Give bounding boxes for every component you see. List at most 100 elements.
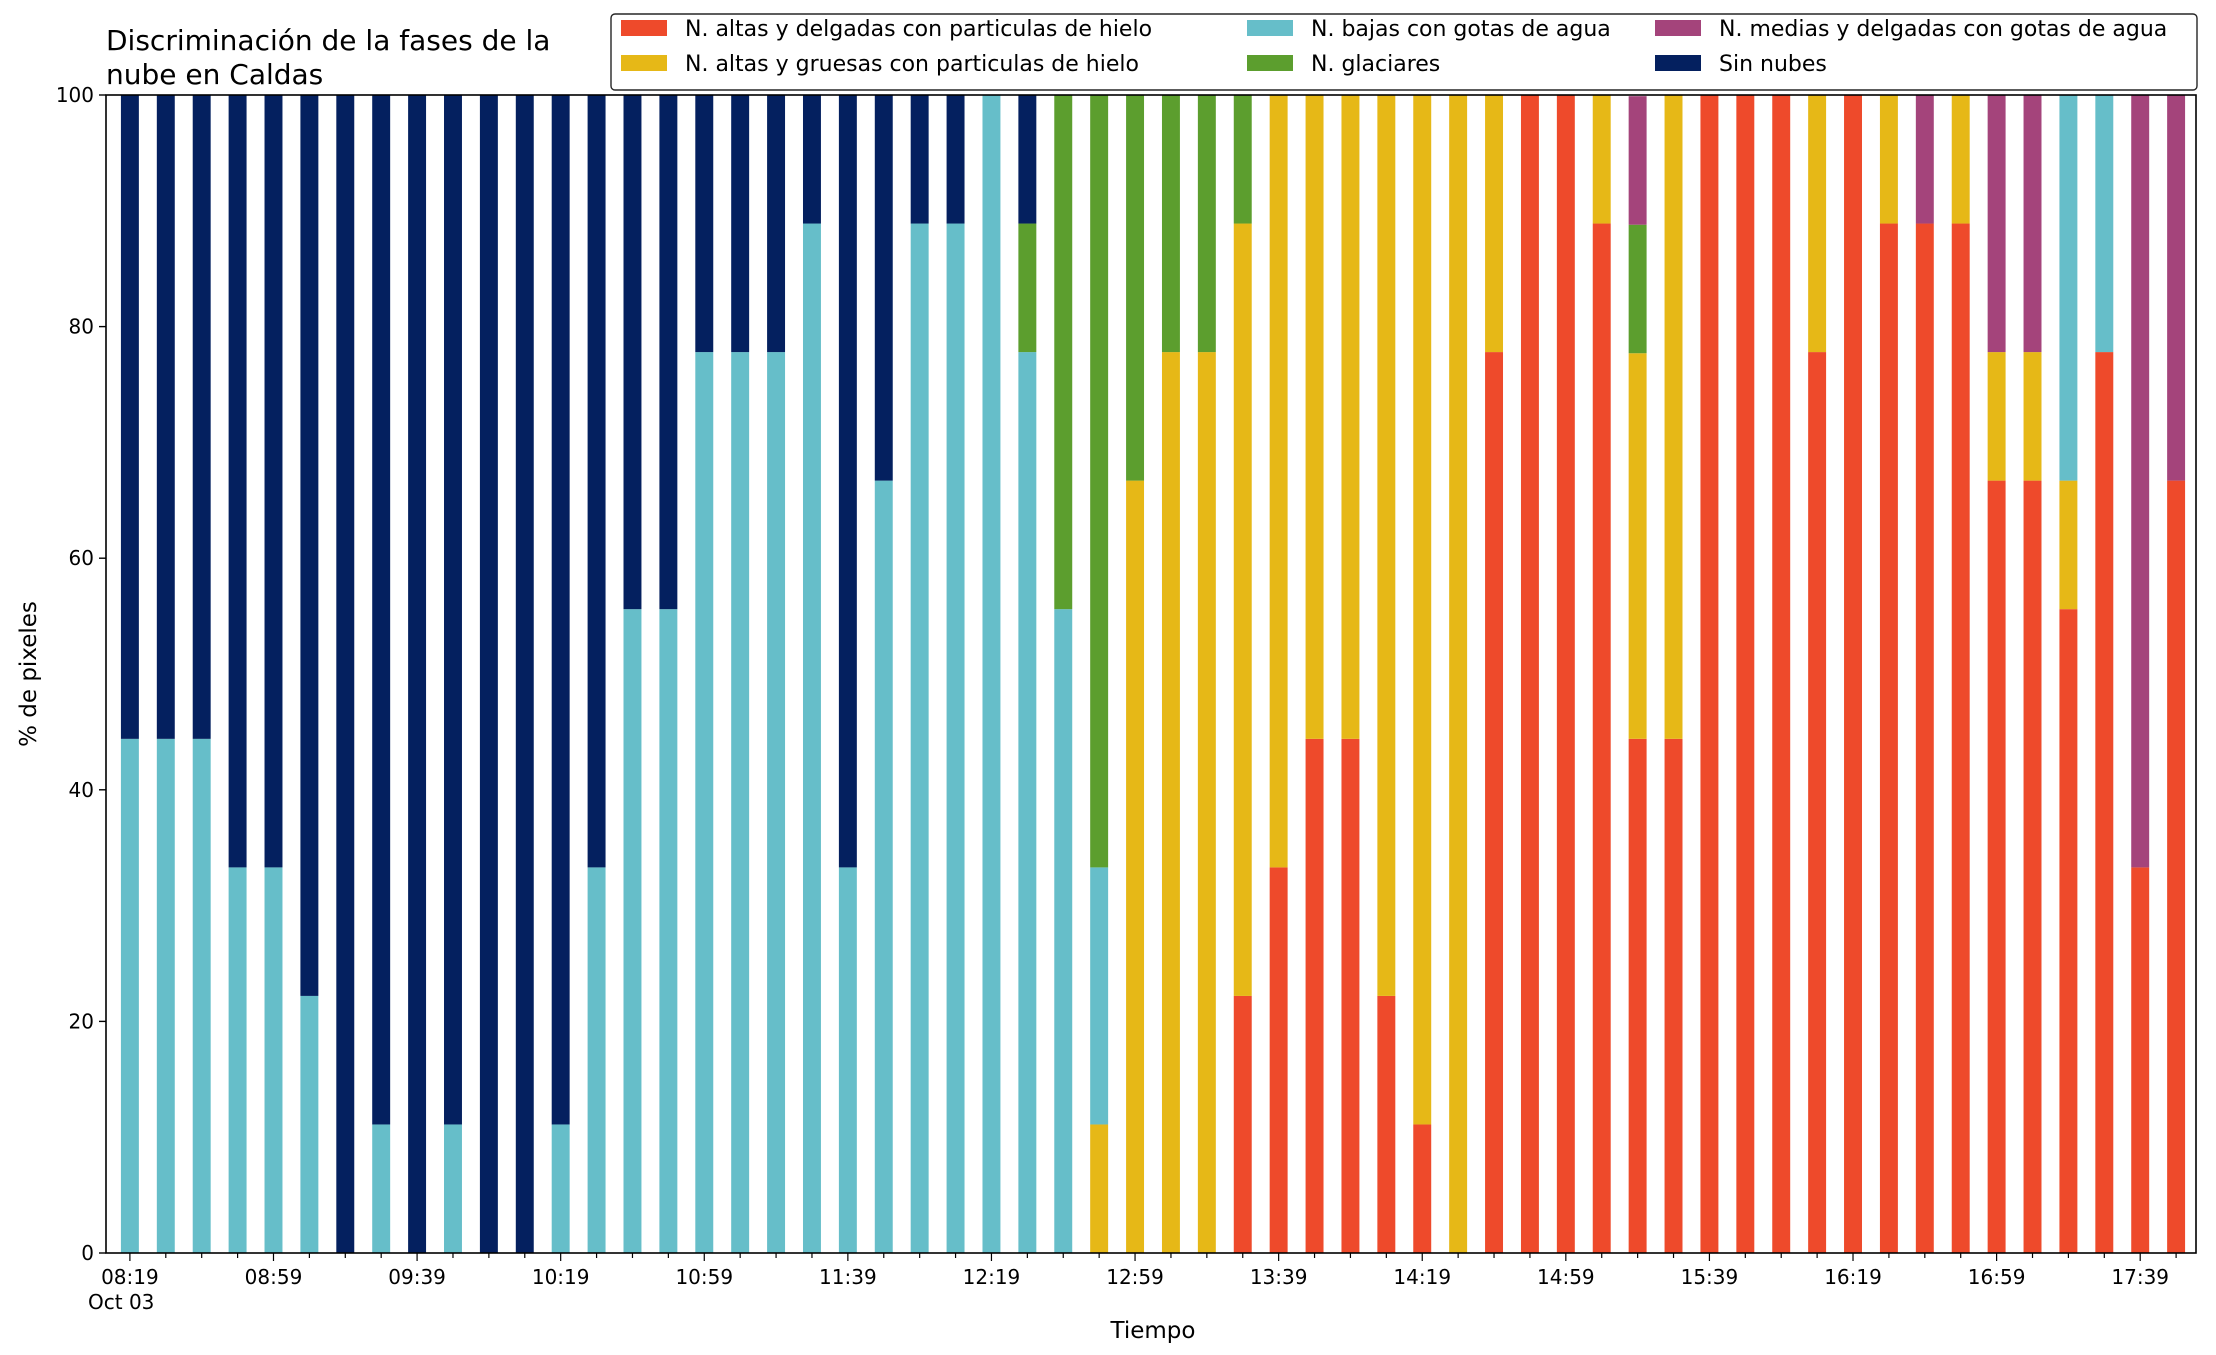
bar-segment-5-19 [802,95,821,224]
bar-segment-5-13 [587,95,606,868]
bar-segment-0-47 [1808,352,1827,1254]
y-tick-label: 100 [56,83,94,107]
y-tick-label: 20 [69,1009,94,1033]
bar-segment-0-51 [1951,223,1970,1253]
chart-title-line-2: nube en Caldas [106,58,323,91]
bar-segment-4-52 [1987,95,2006,353]
bar-segment-3-42 [1628,224,1647,354]
bar-segment-1-34 [1341,95,1360,739]
bar-segment-2-1 [156,738,175,1253]
bar-segment-5-9 [444,95,462,1125]
bar-segment-5-0 [120,95,139,739]
bar-segment-5-20 [838,95,857,868]
y-axis-label: % de pixeles [16,601,42,747]
bar-segment-0-32 [1269,867,1288,1253]
x-tick-label: 13:39 [1250,1265,1308,1289]
legend-swatch [621,20,667,36]
bar-segment-1-35 [1377,95,1396,996]
bar-segment-1-30 [1197,352,1216,1254]
bar-segment-1-29 [1161,352,1180,1254]
bar-segment-5-23 [946,95,965,224]
y-axis: 0 20 40 60 80 100 [56,83,106,1265]
bar-segment-5-12 [551,95,570,1125]
x-tick-label: 17:39 [2111,1265,2169,1289]
bar-segment-2-22 [910,223,929,1253]
bar-segment-0-57 [2167,480,2186,1253]
legend-label: N. altas y gruesas con particulas de hie… [685,52,1139,77]
x-tick-label: 15:39 [1681,1265,1739,1289]
bar-segment-0-56 [2131,867,2150,1253]
chart-title: Discriminación de la fases de la nube en… [106,24,550,91]
bar-segment-0-42 [1628,738,1647,1253]
bar-segment-1-52 [1987,352,2006,481]
bar-segment-5-5 [300,95,319,996]
bar-segment-5-25 [1018,95,1037,224]
bar-segment-5-2 [192,95,211,739]
bar-segment-1-32 [1269,95,1288,868]
bar-segment-2-2 [192,738,211,1253]
bar-segment-2-17 [731,352,750,1254]
x-tick-label: 09:39 [388,1265,446,1289]
bar-segment-5-8 [408,95,427,1253]
legend-label: N. glaciares [1311,52,1440,77]
x-axis-label: Tiempo [1110,1318,1196,1344]
bar-segment-2-25 [1018,352,1037,1254]
bar-segment-3-28 [1126,95,1145,481]
bar-segment-0-45 [1736,95,1755,1253]
bar-segment-5-7 [372,95,391,1125]
bar-segment-0-35 [1377,995,1396,1253]
x-tick-label: 16:59 [1968,1265,2026,1289]
bar-segment-2-20 [838,867,857,1253]
bar-segment-3-31 [1233,95,1252,224]
bar-segment-2-7 [372,1124,391,1253]
bar-segment-4-57 [2167,95,2186,481]
bar-segment-2-19 [802,223,821,1253]
bar-segment-0-49 [1879,223,1898,1253]
x-tick-label: 12:59 [1106,1265,1164,1289]
bar-segment-0-36 [1413,1124,1432,1253]
bar-segment-1-47 [1808,95,1827,353]
x-tick-sublabel: Oct 03 [88,1290,154,1314]
bar-segment-2-4 [264,867,283,1253]
legend-swatch [621,55,667,71]
bar-segment-0-52 [1987,480,2006,1253]
bar-segment-1-27 [1090,1124,1109,1253]
bar-segment-0-40 [1556,95,1575,1253]
bar-segment-2-26 [1054,609,1073,1253]
bar-segment-5-10 [479,95,498,1253]
y-tick-label: 0 [81,1241,94,1265]
bar-segment-2-0 [120,738,139,1253]
x-tick-label: 12:19 [963,1265,1021,1289]
bar-stacks [120,95,2186,1254]
bar-segment-0-38 [1485,352,1504,1254]
bar-segment-5-18 [767,95,786,353]
bar-segment-3-25 [1018,223,1037,353]
plot-frame [105,94,2197,1254]
bar-segment-0-44 [1700,95,1719,1253]
bar-segment-0-54 [2059,609,2078,1253]
x-tick-label: 08:59 [245,1265,303,1289]
bar-segment-1-31 [1233,223,1252,996]
bar-segment-2-21 [874,480,893,1253]
bar-segment-0-55 [2095,352,2114,1254]
legend: N. altas y delgadas con particulas de hi… [610,13,2198,91]
bar-segment-2-14 [623,609,642,1253]
bar-segment-2-23 [946,223,965,1253]
bar-segment-0-46 [1772,95,1791,1253]
bar-segment-1-54 [2059,480,2078,610]
bar-segment-5-1 [156,95,175,739]
bar-segment-3-26 [1054,95,1073,610]
bar-segment-5-17 [731,95,750,353]
bar-segment-3-27 [1090,95,1109,868]
chart-title-line-1: Discriminación de la fases de la [106,24,550,57]
bar-segment-4-50 [1915,95,1934,224]
legend-label: N. altas y delgadas con particulas de hi… [685,17,1152,42]
bar-segment-2-5 [300,995,319,1253]
bar-segment-1-33 [1305,95,1324,739]
legend-swatch [1247,20,1293,36]
bar-segment-1-36 [1413,95,1432,1125]
y-tick-label: 60 [69,546,94,570]
legend-frame [610,13,2198,91]
bar-segment-0-34 [1341,738,1360,1253]
